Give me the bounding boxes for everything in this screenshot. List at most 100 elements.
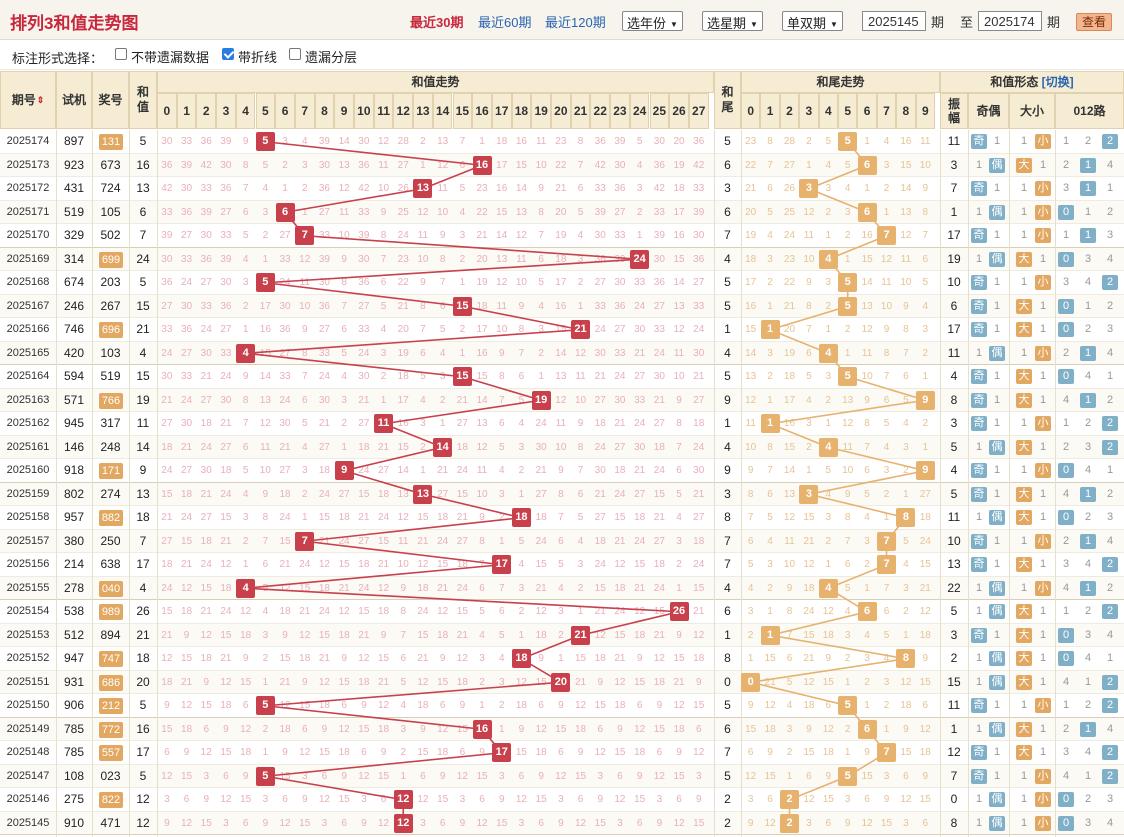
amplitude-cell: 17 bbox=[947, 322, 961, 336]
issue-header[interactable]: 期号 ⇕ bbox=[0, 71, 56, 129]
missing-count: 3 bbox=[164, 794, 170, 805]
small-tag: 小 bbox=[1035, 228, 1051, 243]
trial-cell: 246 bbox=[63, 298, 85, 313]
column-divider bbox=[714, 130, 715, 837]
missing-count: 7 bbox=[806, 324, 812, 335]
issue-cell: 2025158 bbox=[6, 511, 50, 523]
missing-count: 18 bbox=[358, 676, 370, 688]
missing-count: 12 bbox=[880, 253, 893, 265]
tail-cell: 5 bbox=[724, 298, 731, 313]
missing-count: 33 bbox=[161, 324, 173, 335]
missing-count: 21 bbox=[574, 676, 587, 688]
range-120-link[interactable]: 最近120期 bbox=[545, 15, 606, 30]
switch-link[interactable]: [切换] bbox=[1041, 75, 1074, 89]
missing-count: 3 bbox=[767, 347, 773, 359]
missing-count: 9 bbox=[577, 747, 584, 758]
missing-count: 11 bbox=[417, 230, 429, 241]
missing-count: 1 bbox=[420, 159, 426, 171]
route-missing: 1 bbox=[1106, 652, 1114, 664]
missing-count: 24 bbox=[653, 582, 665, 594]
draw-cell: 317 bbox=[100, 416, 121, 430]
missing-count: 12 bbox=[318, 559, 330, 570]
big-tag: 大 bbox=[1016, 510, 1032, 525]
missing-count: 27 bbox=[456, 418, 468, 429]
even-tag: 偶 bbox=[989, 815, 1005, 831]
missing-count: 18 bbox=[318, 582, 330, 594]
missing-count: 24 bbox=[653, 347, 665, 359]
query-button[interactable]: 查看 bbox=[1076, 13, 1112, 31]
missing-count: 24 bbox=[318, 488, 330, 500]
missing-count: 30 bbox=[693, 465, 705, 476]
route-tag: 2 bbox=[1102, 674, 1118, 690]
sum-ball: 12 bbox=[393, 790, 413, 810]
tail-ball: 6 bbox=[857, 202, 877, 222]
end-issue-input[interactable]: 2025174 bbox=[978, 11, 1042, 31]
missing-count: 9 bbox=[636, 653, 643, 664]
sum-col-header: 14 bbox=[432, 93, 453, 129]
sum-ball: 5 bbox=[255, 766, 275, 786]
small-tag: 小 bbox=[1035, 698, 1051, 713]
missing-count: 9 bbox=[676, 394, 682, 406]
missing-count: 12 bbox=[437, 723, 449, 735]
missing-count: 28 bbox=[397, 136, 409, 147]
no-missing-checkbox[interactable] bbox=[115, 48, 127, 60]
odd-tag: 奇 bbox=[971, 627, 987, 643]
missing-count: 15 bbox=[161, 723, 173, 735]
missing-count: 18 bbox=[200, 418, 212, 429]
route-missing: 2 bbox=[1106, 487, 1114, 500]
start-issue-input[interactable]: 2025145 bbox=[862, 11, 926, 31]
polyline-checkbox[interactable] bbox=[222, 48, 234, 60]
missing-count: 39 bbox=[220, 136, 232, 147]
big-tag: 大 bbox=[1016, 157, 1032, 173]
missing-count: 13 bbox=[338, 159, 350, 171]
missing-count: 1 bbox=[459, 347, 466, 359]
sum-cell: 20 bbox=[136, 674, 150, 689]
missing-count: 12 bbox=[180, 700, 193, 711]
missing-count: 8 bbox=[262, 512, 269, 523]
missing-count: 21 bbox=[594, 488, 606, 500]
layered-missing-checkbox[interactable] bbox=[289, 48, 301, 60]
missing-count: 21 bbox=[456, 394, 468, 406]
big-missing: 1 bbox=[1020, 793, 1028, 805]
missing-count: 4 bbox=[844, 606, 851, 617]
small-tag: 小 bbox=[1035, 345, 1051, 361]
range-60-link[interactable]: 最近60期 bbox=[478, 15, 532, 30]
missing-count: 14 bbox=[783, 465, 796, 476]
odd-missing: 1 bbox=[975, 158, 983, 171]
missing-count: 18 bbox=[653, 441, 665, 453]
missing-count: 11 bbox=[260, 441, 271, 453]
week-select[interactable]: 选星期 ▼ bbox=[702, 11, 763, 31]
missing-count: 15 bbox=[594, 582, 606, 594]
missing-count: 24 bbox=[693, 441, 705, 453]
route-missing: 3 bbox=[1062, 182, 1070, 194]
big-tag: 大 bbox=[1016, 721, 1032, 737]
missing-count: 11 bbox=[299, 277, 310, 288]
missing-count: 36 bbox=[594, 253, 606, 265]
tail-ball: 5 bbox=[838, 367, 858, 387]
missing-count: 21 bbox=[614, 418, 626, 429]
route-missing: 2 bbox=[1084, 699, 1092, 711]
year-select[interactable]: 选年份 ▼ bbox=[622, 11, 683, 31]
missing-count: 10 bbox=[377, 183, 390, 194]
missing-count: 1 bbox=[439, 418, 446, 429]
tail-col-header: 5 bbox=[838, 93, 858, 129]
missing-count: 15 bbox=[693, 817, 705, 829]
range-30-link[interactable]: 最近30期 bbox=[410, 15, 464, 30]
route-tag: 2 bbox=[1102, 604, 1118, 619]
route-missing: 2 bbox=[1106, 205, 1114, 218]
route-missing: 2 bbox=[1084, 323, 1092, 335]
missing-count: 21 bbox=[614, 653, 626, 664]
missing-count: 39 bbox=[614, 253, 626, 265]
missing-count: 10 bbox=[338, 230, 350, 241]
missing-count: 30 bbox=[318, 277, 330, 288]
missing-count: 3 bbox=[597, 770, 604, 782]
missing-count: 15 bbox=[614, 747, 626, 758]
parity-select[interactable]: 单双期 ▼ bbox=[782, 11, 843, 31]
missing-count: 3 bbox=[301, 770, 308, 782]
missing-count: 6 bbox=[864, 465, 870, 476]
sort-icon[interactable]: ⇕ bbox=[36, 94, 45, 105]
missing-count: 3 bbox=[518, 817, 525, 829]
missing-count: 1 bbox=[844, 347, 851, 359]
missing-count: 8 bbox=[400, 606, 407, 617]
missing-count: 21 bbox=[456, 629, 468, 641]
